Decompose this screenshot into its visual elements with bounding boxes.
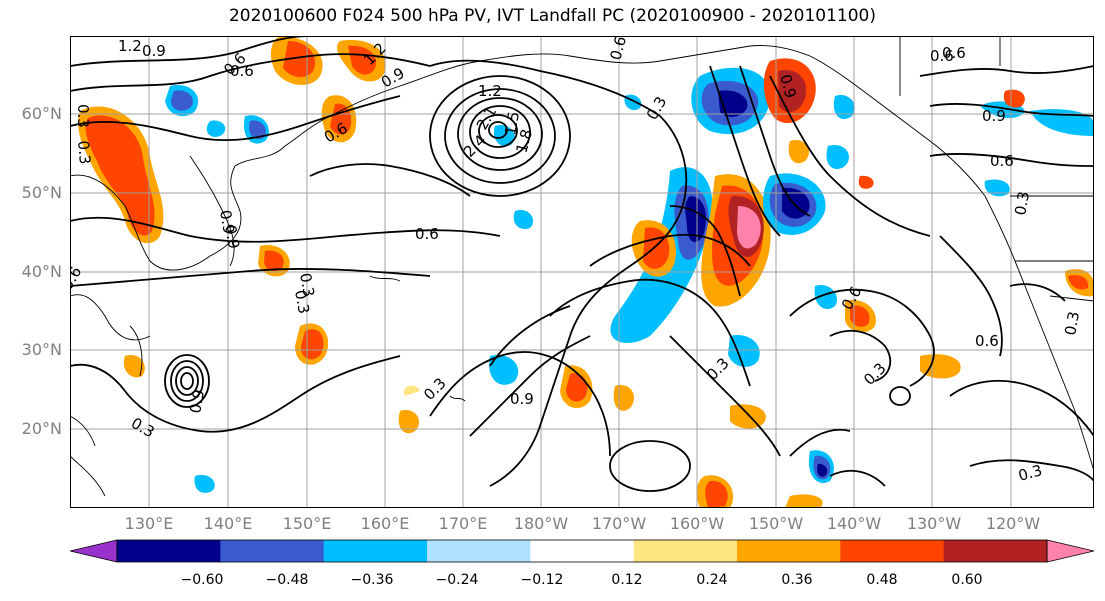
colorbar-tick-label: −0.48 [265, 572, 309, 588]
page-title: 2020100600 F024 500 hPa PV, IVT Landfall… [228, 6, 876, 26]
contour-label: 0.9 [510, 390, 534, 408]
lon-label: 130°E [124, 514, 174, 533]
colorbar-extend-min [70, 539, 118, 563]
contour-label: 0.3 [74, 104, 92, 128]
map-panel: 1.2 0.9 0.6 0.3 1.2 0.9 1.2 2.1 2.4 1.8 … [70, 36, 1094, 508]
colorbar-tick-label: −0.60 [180, 572, 224, 588]
colorbar-tick-label: −0.24 [435, 572, 479, 588]
contour-label: 0.6 [230, 62, 254, 80]
contour-label: 0.3 [74, 140, 94, 165]
colorbar-box [943, 540, 1048, 562]
colorbar [70, 539, 1094, 563]
lon-label: 150°E [282, 514, 332, 533]
contour-label: 0.3 [1011, 190, 1033, 217]
colorbar-tick-label: −0.36 [350, 572, 394, 588]
lon-label: 130°W [906, 514, 962, 533]
colorbar-box [117, 540, 221, 562]
contour-label: 0.9 [982, 107, 1006, 125]
colorbar-box [427, 540, 531, 562]
colorbar-tick-label: 0.60 [951, 572, 983, 588]
pv-contours [70, 36, 1094, 492]
lat-label: 20°N [21, 419, 62, 438]
contour-label: 0.6 [415, 225, 439, 243]
graticule [70, 36, 1094, 508]
contour-label: 0.9 [186, 388, 208, 415]
colorbar-frame [116, 539, 1048, 563]
contour-label: 0.6 [930, 47, 954, 65]
contour-label: 0.3 [291, 289, 313, 316]
colorbar-box [633, 540, 738, 562]
contour-label: 0.3 [1016, 461, 1044, 485]
colorbar-box [840, 540, 945, 562]
contour-label: 1.8 [512, 127, 536, 155]
contour-label: 0.6 [990, 152, 1014, 170]
colorbar-tick-label: 0.12 [611, 572, 643, 588]
lon-label: 160°E [360, 514, 410, 533]
contour-label: 0.9 [216, 209, 238, 236]
lon-label: 140°W [826, 514, 882, 533]
lon-label: 140°E [203, 514, 253, 533]
map-frame [70, 36, 1094, 508]
colorbar-box [323, 540, 428, 562]
colorbar-tick-label: 0.48 [866, 572, 898, 588]
contour-label: 1.2 [478, 82, 502, 100]
colorbar-tick-label: 0.24 [696, 572, 728, 588]
coastlines [70, 36, 1094, 497]
lat-label: 30°N [21, 340, 62, 359]
lon-label: 180°W [513, 514, 569, 533]
colorbar-box [220, 540, 325, 562]
pv-shading [78, 36, 1094, 508]
lon-label: 170°W [591, 514, 647, 533]
colorbar-tick-label: 0.36 [781, 572, 813, 588]
contour-label: 0.9 [221, 224, 243, 251]
contour-label: 0.6 [975, 332, 999, 350]
lon-label: 150°W [748, 514, 804, 533]
lon-label: 160°W [669, 514, 725, 533]
contour-label: 0.9 [776, 72, 800, 100]
contour-label: 1.2 [118, 37, 142, 55]
contour-label: 0.3 [1061, 310, 1083, 337]
colorbar-tick-label: −0.12 [520, 572, 564, 588]
lon-label: 170°E [438, 514, 488, 533]
contour-label: 0.6 [942, 44, 966, 62]
lat-label: 60°N [21, 104, 62, 123]
contour-label: 0.9 [142, 42, 166, 60]
contour-label: 0.3 [296, 272, 318, 299]
colorbar-box [530, 540, 635, 562]
contour-label: 1.5 [501, 110, 523, 137]
lat-label: 40°N [21, 262, 62, 281]
lon-label: 120°W [985, 514, 1041, 533]
lat-label: 50°N [21, 183, 62, 202]
colorbar-box [737, 540, 841, 562]
contour-label: 0.6 [606, 36, 630, 62]
colorbar-extend-max [1046, 539, 1094, 563]
